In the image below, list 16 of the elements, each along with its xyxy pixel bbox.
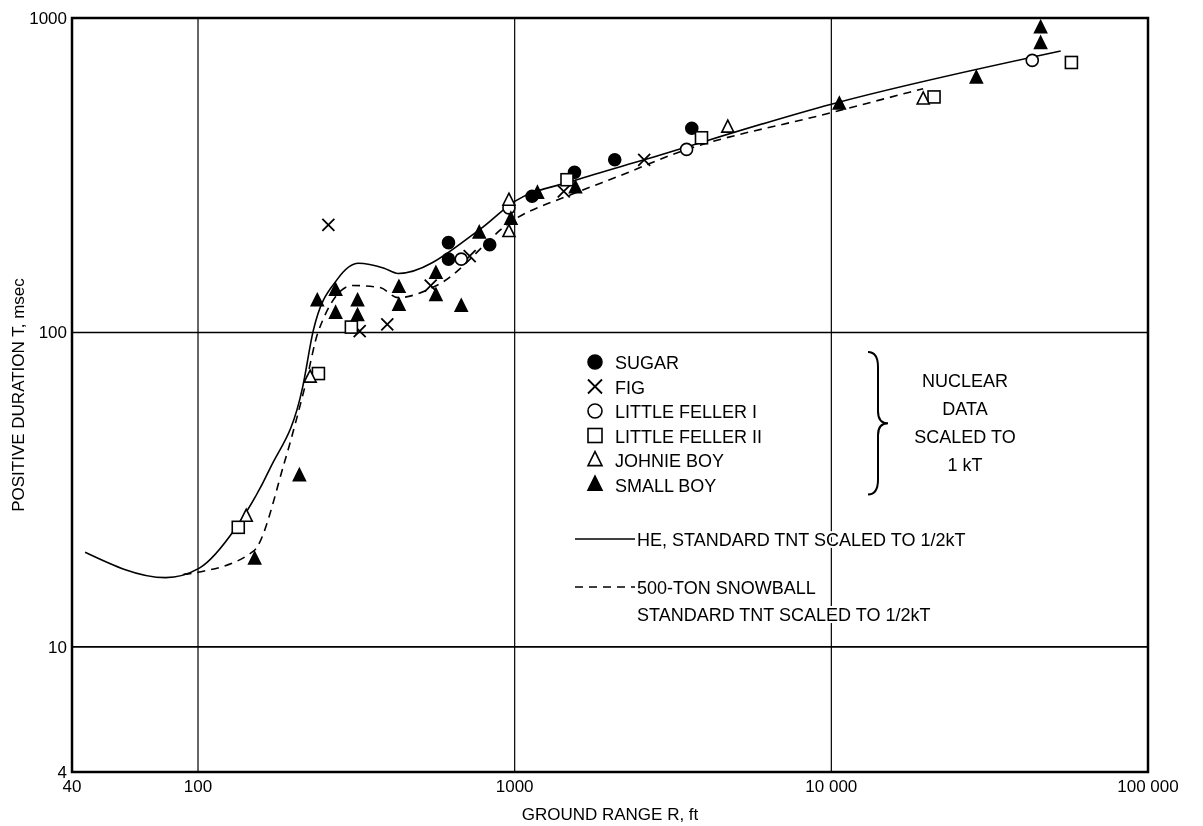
y-axis-title: POSITIVE DURATION T, msec (9, 277, 28, 512)
legend-label: LITTLE FELLER II (615, 426, 763, 447)
x-tick-label: 100 000 (1117, 777, 1179, 796)
y-tick-label: 100 (38, 323, 67, 343)
legend-label: JOHNIE BOY (615, 451, 725, 471)
x-axis-title: GROUND RANGE R, ft (521, 805, 699, 824)
legend-label: LITTLE FELLER I (615, 402, 758, 422)
x-tick-label: 100 (183, 777, 213, 796)
x-tick-label: 10 000 (805, 777, 858, 796)
legend-label: SUGAR (615, 353, 680, 373)
y-tick-label: 1000 (29, 9, 67, 28)
annotation: NUCLEAR DATA SCALED TO 1 kT (914, 371, 1016, 476)
legend-label: FIG (615, 377, 645, 398)
x-tick-label: 1000 (495, 777, 534, 796)
legend-label: SMALL BOY (615, 475, 717, 496)
y-tick-label: 10 (48, 637, 67, 657)
